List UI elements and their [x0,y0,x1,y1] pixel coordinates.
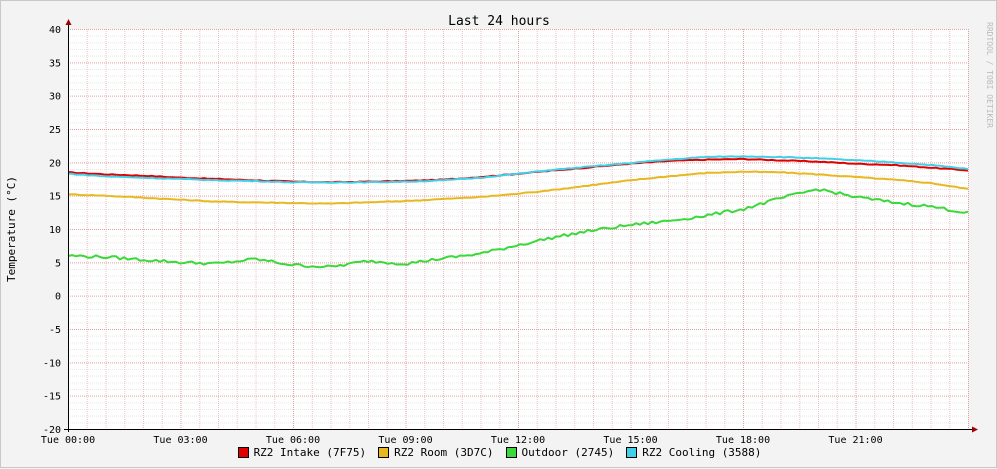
legend: RZ2 Intake (7F75) RZ2 Room (3D7C) Outdoo… [1,446,997,459]
x-tick-label: Tue 21:00 [828,435,882,446]
y-tick-label: 5 [55,258,61,269]
x-tick-label: Tue 15:00 [603,435,657,446]
y-axis-arrow [65,19,72,25]
legend-label-intake: RZ2 Intake (7F75) [253,446,367,459]
series-layer [67,155,969,269]
x-axis-arrow [972,426,978,433]
y-tick-label: -20 [43,425,61,436]
y-tick-label: 35 [49,58,61,69]
legend-label-outdoor: Outdoor (2745) [521,446,615,459]
y-tick-label: -10 [43,358,61,369]
legend-swatch-intake [237,447,249,458]
x-tick-label: Tue 03:00 [153,435,207,446]
axes [64,19,978,433]
legend-swatch-room [378,447,390,458]
y-tick-label: 25 [49,125,61,136]
y-tick-label: 20 [49,158,61,169]
legend-swatch-outdoor [505,447,517,458]
x-tick-label: Tue 09:00 [378,435,432,446]
x-tick-labels: Tue 00:00 Tue 03:00 Tue 06:00 Tue 09:00 Tue … [41,435,883,446]
legend-swatch-cooling [626,447,638,458]
y-axis-label: Temperature (°C) [5,176,18,282]
y-tick-label: 15 [49,192,61,203]
legend-item-outdoor: Outdoor (2745) [505,446,615,459]
series-line [67,188,969,269]
y-tick-label: -5 [49,325,61,336]
legend-item-cooling: RZ2 Cooling (3588) [626,446,761,459]
y-tick-label: 0 [55,292,61,303]
legend-item-room: RZ2 Room (3D7C) [378,446,494,459]
y-tick-label: 30 [49,92,61,103]
series-line [67,170,969,205]
y-tick-label: 40 [49,25,61,36]
x-tick-label: Tue 06:00 [266,435,320,446]
legend-item-intake: RZ2 Intake (7F75) [237,446,367,459]
legend-label-cooling: RZ2 Cooling (3588) [642,446,762,459]
x-tick-label: Tue 12:00 [491,435,545,446]
y-tick-label: 10 [49,225,61,236]
series-line [67,155,969,184]
x-tick-label: Tue 00:00 [41,435,95,446]
x-tick-label: Tue 18:00 [716,435,770,446]
y-tick-label: -15 [43,392,61,403]
major-grid [68,29,969,430]
legend-label-room: RZ2 Room (3D7C) [394,446,494,459]
y-tick-labels: 40 35 30 25 20 15 10 5 0 -5 -10 -15 -20 [43,25,61,436]
watermark: RRDTOOL / TOBI OETIKER [985,22,994,128]
chart-title: Last 24 hours [448,14,550,29]
